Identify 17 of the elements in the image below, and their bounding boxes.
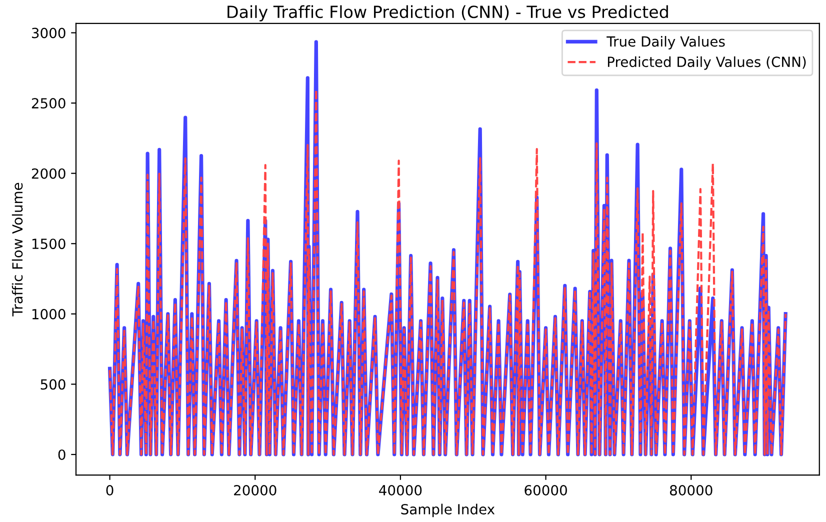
x-axis-title: Sample Index	[401, 504, 495, 518]
x-tick-label: 80000	[670, 484, 712, 496]
x-tick-label: 40000	[379, 484, 422, 496]
y-tick-label: 2000	[32, 168, 66, 179]
y-tick-label: 500	[40, 379, 66, 390]
y-tick-label: 0	[58, 449, 66, 460]
y-axis-title: Traffic Flow Volume	[12, 182, 23, 316]
x-tick-label: 20000	[234, 484, 276, 496]
y-tick-label: 2500	[32, 98, 66, 109]
chart-title: Daily Traffic Flow Prediction (CNN) - True vs Predicted	[228, 5, 668, 22]
y-tick-label: 1500	[32, 238, 66, 250]
y-tick-label: 3000	[32, 28, 66, 38]
legend-label: Predicted Daily Values (CNN)	[608, 56, 806, 70]
y-tick-label: 1000	[32, 308, 66, 320]
x-tick-label: 60000	[524, 484, 567, 496]
legend-label: True Daily Values	[606, 36, 725, 50]
x-tick-label: 0	[106, 484, 114, 496]
